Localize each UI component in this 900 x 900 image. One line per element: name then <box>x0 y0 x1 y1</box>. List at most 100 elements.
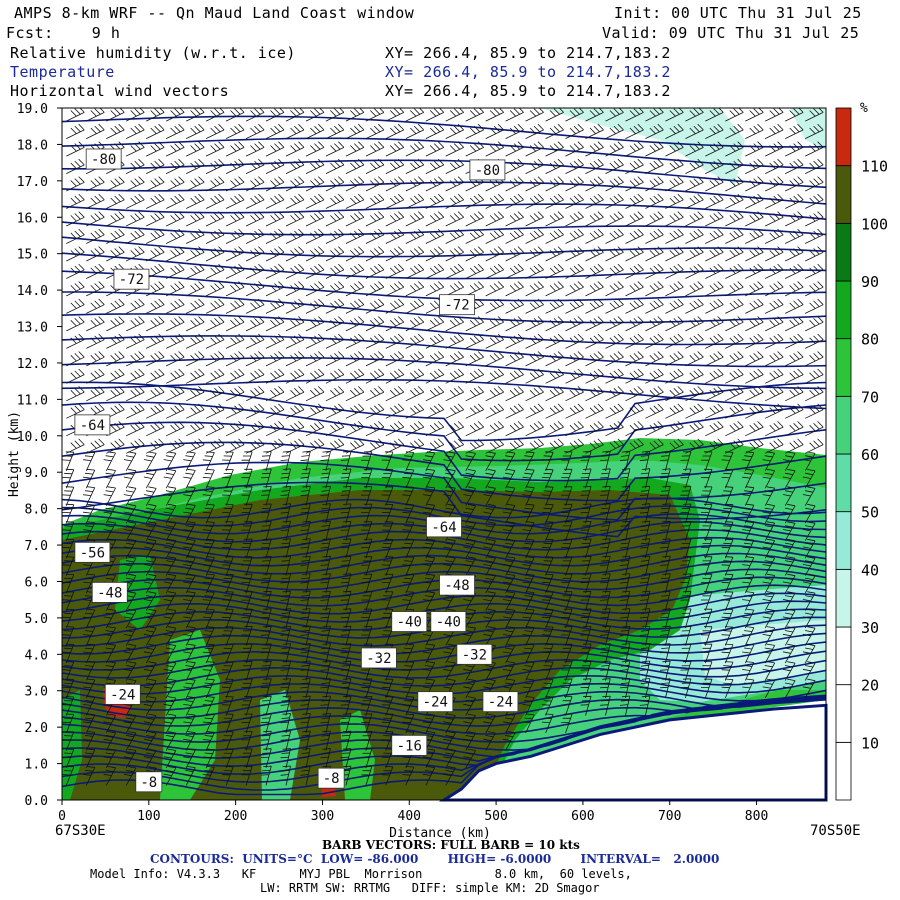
wind-barb <box>325 438 345 454</box>
wind-barb <box>705 176 724 192</box>
wind-barb <box>565 403 584 419</box>
wind-barb <box>146 193 165 209</box>
wind-barb <box>163 486 177 506</box>
wind-barb <box>625 298 644 314</box>
wind-barb <box>241 486 253 506</box>
wind-barb <box>265 228 285 244</box>
wind-barb <box>465 351 484 367</box>
wind-barb <box>765 246 784 262</box>
wind-barb <box>463 486 476 506</box>
wind-barb <box>265 246 285 262</box>
wind-barb <box>742 486 755 506</box>
wind-barb <box>103 608 116 629</box>
wind-barb <box>365 368 385 384</box>
wind-barb <box>405 316 425 332</box>
wind-barb <box>381 503 394 524</box>
wind-barb <box>385 176 405 192</box>
wind-barb <box>605 211 624 227</box>
wind-barb <box>146 123 165 139</box>
wind-barb <box>103 766 116 786</box>
wind-barb <box>502 503 516 524</box>
temperature-label-box <box>74 414 111 436</box>
wind-barb <box>645 333 664 349</box>
wind-barb <box>225 333 245 349</box>
wind-barb <box>260 765 272 786</box>
wind-barb <box>561 486 573 506</box>
x-tick-label: 600 <box>571 809 594 824</box>
wind-barb <box>285 386 305 402</box>
wind-barb <box>205 421 225 437</box>
wind-barb <box>565 228 584 244</box>
y-tick-label: 6.0 <box>25 575 48 590</box>
wind-barb <box>565 108 584 122</box>
x-tick-label: 0 <box>58 809 66 824</box>
wind-barb <box>660 485 671 506</box>
wind-barb <box>385 228 405 244</box>
wind-barb <box>742 556 755 576</box>
wind-barb <box>143 521 157 541</box>
wind-barb <box>186 158 205 174</box>
wind-barb <box>660 660 671 681</box>
wind-barb <box>463 538 476 559</box>
wind-barb <box>585 141 604 157</box>
wind-barb <box>805 193 824 209</box>
wind-barb <box>106 228 125 244</box>
wind-barb <box>565 176 584 192</box>
wind-barb <box>222 486 234 506</box>
wind-barb <box>463 608 476 629</box>
wind-barb <box>83 661 96 681</box>
isotherm-line <box>62 441 826 502</box>
wind-barb <box>660 555 671 576</box>
y-tick-label: 10.0 <box>17 430 48 445</box>
wind-barb <box>260 590 272 611</box>
wind-barb <box>106 351 125 367</box>
wind-barb <box>645 211 664 227</box>
temperature-label: -80 <box>475 163 500 179</box>
wind-barb <box>146 333 165 349</box>
wind-barb <box>205 158 225 174</box>
wind-barb <box>505 316 524 332</box>
wind-barb <box>645 351 664 367</box>
wind-barb <box>405 368 425 384</box>
wind-barb <box>585 368 604 384</box>
wind-barb <box>183 573 196 594</box>
wind-barb <box>143 608 157 629</box>
wind-barb <box>83 696 96 716</box>
wind-barb <box>485 123 504 139</box>
wind-barb <box>665 141 684 157</box>
wind-barb <box>782 573 796 594</box>
wind-barb <box>701 608 713 629</box>
wind-barb <box>86 438 105 454</box>
wind-barb <box>765 193 784 209</box>
wind-barb <box>463 748 476 769</box>
wind-barb <box>106 211 125 227</box>
wind-barb <box>405 421 425 437</box>
wind-barb <box>83 503 96 524</box>
wind-barb <box>545 263 564 279</box>
wind-barb <box>405 108 425 122</box>
wind-barb <box>665 123 684 139</box>
isotherm-line <box>62 221 826 236</box>
wind-barb <box>561 538 573 559</box>
cross-section-chart: -80-80-72-72-64-64-56-48 -48-40 -40-32 -32-… <box>7 101 888 841</box>
wind-barb <box>522 713 535 734</box>
wind-barb <box>463 469 476 489</box>
wind-barb <box>502 486 516 506</box>
wind-barb <box>222 626 234 646</box>
wind-barb <box>745 176 764 192</box>
wind-barb <box>340 573 352 594</box>
wind-barb <box>680 626 692 646</box>
wind-barb <box>146 211 165 227</box>
wind-barb <box>585 298 604 314</box>
wind-barb <box>425 333 445 349</box>
wind-barb <box>285 403 305 419</box>
wind-barb <box>463 626 476 646</box>
wind-barb <box>522 451 535 471</box>
wind-barb <box>565 316 584 332</box>
wind-barb <box>86 246 105 262</box>
wind-barb <box>205 176 225 192</box>
wind-barb <box>782 538 796 559</box>
wind-barb <box>725 141 744 157</box>
wind-barb <box>202 521 215 541</box>
wind-barb <box>222 661 234 681</box>
